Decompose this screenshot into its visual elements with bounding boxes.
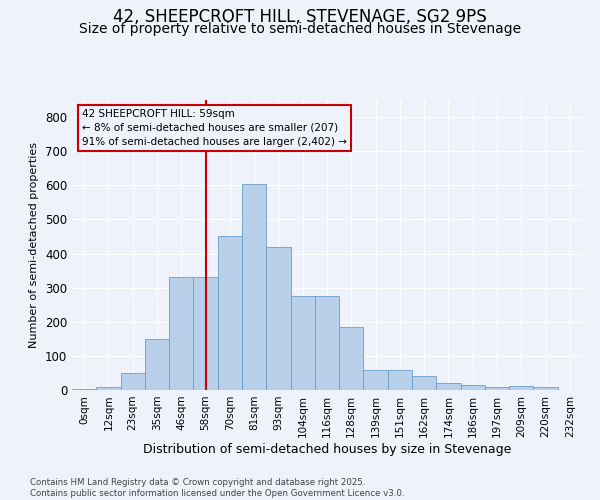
X-axis label: Distribution of semi-detached houses by size in Stevenage: Distribution of semi-detached houses by … [143,442,511,456]
Text: 42 SHEEPCROFT HILL: 59sqm
← 8% of semi-detached houses are smaller (207)
91% of : 42 SHEEPCROFT HILL: 59sqm ← 8% of semi-d… [82,108,347,146]
Bar [266,246,290,390]
Bar [315,296,339,390]
Text: 42, SHEEPCROFT HILL, STEVENAGE, SG2 9PS: 42, SHEEPCROFT HILL, STEVENAGE, SG2 9PS [113,8,487,26]
Bar [121,373,145,390]
Text: Size of property relative to semi-detached houses in Stevenage: Size of property relative to semi-detach… [79,22,521,36]
Bar [339,327,364,390]
Bar [533,386,558,390]
Bar [169,278,193,390]
Bar [436,383,461,390]
Bar [193,278,218,390]
Bar [96,386,121,390]
Bar [145,339,169,390]
Bar [290,296,315,390]
Bar [461,385,485,390]
Bar [412,376,436,390]
Y-axis label: Number of semi-detached properties: Number of semi-detached properties [29,142,40,348]
Bar [364,370,388,390]
Bar [242,184,266,390]
Text: Contains HM Land Registry data © Crown copyright and database right 2025.
Contai: Contains HM Land Registry data © Crown c… [30,478,404,498]
Bar [485,386,509,390]
Bar [388,370,412,390]
Bar [218,236,242,390]
Bar [509,386,533,390]
